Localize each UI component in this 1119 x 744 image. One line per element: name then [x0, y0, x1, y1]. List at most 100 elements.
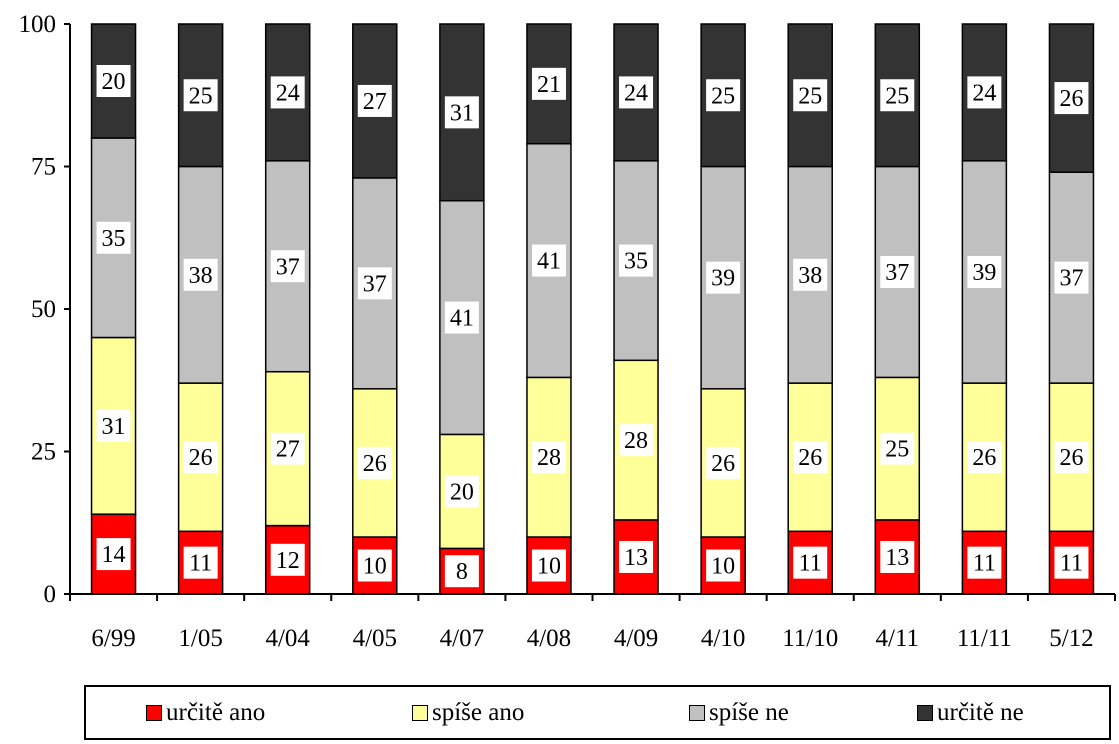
data-label: 10 — [537, 554, 561, 580]
data-label-box — [619, 76, 654, 109]
data-label-box — [183, 546, 218, 579]
data-label-box — [619, 244, 654, 277]
data-label: 39 — [972, 260, 996, 286]
data-label: 27 — [276, 437, 300, 463]
data-label-box — [967, 76, 1002, 109]
y-tick-label: 50 — [31, 296, 56, 323]
legend-swatch — [146, 704, 162, 721]
data-label-box — [183, 258, 218, 291]
x-tick-label: 4/08 — [527, 625, 571, 652]
data-label-box — [444, 301, 479, 334]
x-tick-label: 4/11 — [876, 625, 920, 652]
legend-label: spíše ano — [432, 698, 525, 726]
data-label: 11 — [1060, 551, 1083, 577]
data-label-box — [357, 446, 392, 479]
legend-item: určitě ano — [146, 687, 265, 738]
y-tick-label: 100 — [19, 11, 57, 38]
data-label-box — [1054, 441, 1089, 474]
data-label-box — [270, 250, 305, 283]
data-label-box — [706, 261, 741, 294]
y-axis: 0 25 50 75 100 — [19, 11, 71, 608]
data-label-box — [531, 549, 566, 582]
data-label-box — [1054, 82, 1089, 115]
x-tick-label: 4/04 — [265, 625, 310, 652]
data-label: 13 — [885, 545, 909, 571]
data-label-box — [444, 96, 479, 129]
data-label: 28 — [624, 428, 648, 454]
data-label-box — [706, 446, 741, 479]
data-label-box — [96, 538, 131, 571]
data-label: 8 — [456, 559, 468, 585]
data-label: 24 — [624, 80, 648, 106]
data-label: 26 — [1059, 445, 1083, 471]
data-label-box — [967, 546, 1002, 579]
data-label-box — [183, 79, 218, 112]
data-label: 14 — [102, 542, 126, 568]
data-label: 35 — [102, 226, 126, 252]
data-label-box — [96, 409, 131, 442]
data-label: 11 — [973, 551, 996, 577]
data-label: 11 — [189, 551, 212, 577]
x-tick-label: 4/07 — [440, 625, 484, 652]
data-label: 41 — [537, 249, 561, 275]
data-label: 24 — [972, 80, 996, 106]
y-tick-label: 75 — [31, 154, 56, 181]
legend-swatch — [412, 704, 428, 721]
data-label: 27 — [363, 89, 387, 115]
data-label: 31 — [102, 414, 126, 440]
data-label-box — [1054, 261, 1089, 294]
data-label: 11 — [799, 551, 822, 577]
data-label: 20 — [450, 479, 474, 505]
data-label-box — [357, 549, 392, 582]
data-label-box — [531, 244, 566, 277]
data-label-box — [270, 432, 305, 465]
legend-label: spíše ne — [709, 698, 789, 726]
data-label-box — [793, 546, 828, 579]
data-label: 24 — [276, 80, 300, 106]
data-label: 37 — [885, 260, 909, 286]
data-label: 39 — [711, 266, 735, 292]
x-tick-label: 11/11 — [957, 625, 1012, 652]
data-label-box — [96, 221, 131, 254]
data-label: 37 — [363, 271, 387, 297]
data-label-box — [270, 543, 305, 576]
data-label: 26 — [189, 445, 213, 471]
data-label: 25 — [885, 437, 909, 463]
legend-swatch — [917, 704, 933, 721]
data-label-box — [880, 432, 915, 465]
data-label: 35 — [624, 249, 648, 275]
data-label-box — [619, 424, 654, 457]
data-label-box — [357, 84, 392, 117]
x-tick-label: 1/05 — [178, 625, 222, 652]
data-label-box — [96, 65, 131, 97]
data-label-box — [444, 555, 479, 588]
x-tick-label: 4/10 — [701, 625, 745, 652]
data-label: 21 — [537, 72, 561, 98]
data-label: 10 — [711, 554, 735, 580]
data-label: 25 — [798, 83, 822, 109]
data-label-box — [880, 79, 915, 112]
data-label-box — [706, 549, 741, 582]
x-tick-label: 4/09 — [614, 625, 658, 652]
x-tick-label: 5/12 — [1049, 625, 1093, 652]
data-label-box — [967, 441, 1002, 474]
data-label: 37 — [276, 254, 300, 280]
legend-label: určitě ano — [166, 698, 266, 726]
data-label: 28 — [537, 445, 561, 471]
data-label-box — [880, 540, 915, 573]
data-label-box — [793, 79, 828, 112]
data-label: 26 — [1059, 86, 1083, 112]
data-label: 25 — [885, 83, 909, 109]
data-label: 13 — [624, 545, 648, 571]
data-label: 38 — [798, 263, 822, 289]
data-label: 31 — [450, 100, 474, 126]
data-label: 26 — [972, 445, 996, 471]
data-label-box — [967, 255, 1002, 288]
data-label-box — [1054, 546, 1089, 579]
data-label-box — [531, 441, 566, 474]
data-label: 25 — [711, 83, 735, 109]
data-label: 38 — [189, 263, 213, 289]
bars: 14 31 35 20 11 26 38 25 12 27 37 24 10 26 37 27 8 20 41 31 1… — [90, 23, 1095, 595]
data-label-box — [880, 255, 915, 288]
data-label-box — [444, 475, 479, 508]
